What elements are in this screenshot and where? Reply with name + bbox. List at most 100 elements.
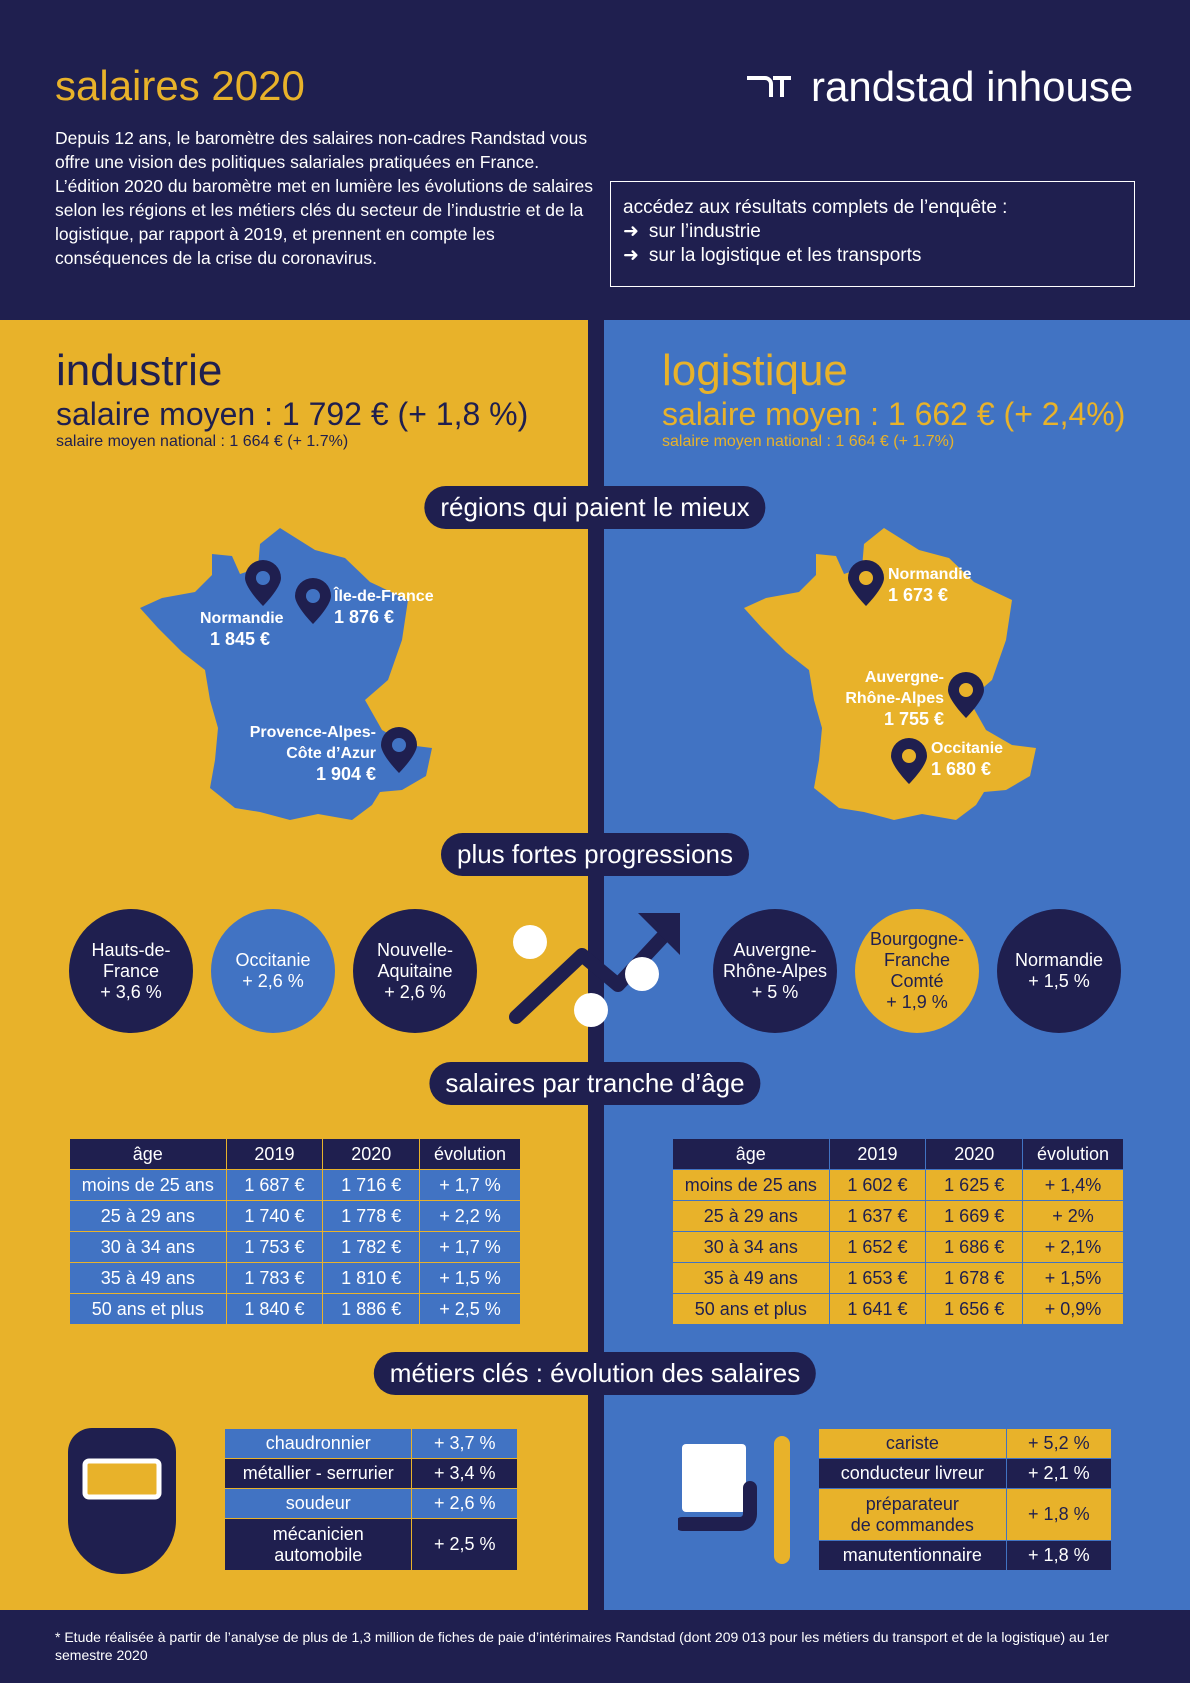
map-pin-icon: [295, 578, 331, 624]
job-name: mécanicien automobile: [223, 1518, 413, 1571]
table-cell: 30 à 34 ans: [672, 1231, 830, 1263]
table-cell: 1 641 €: [828, 1293, 927, 1325]
table-cell: + 2,5 %: [419, 1293, 521, 1325]
industrie-jobs-table: chaudronnier + 3,7 % métallier - serrurie…: [223, 1428, 518, 1571]
progression-circle: Occitanie + 2,6 %: [211, 909, 335, 1033]
map-label-logistique-region-1: Normandie 1 673 €: [888, 566, 972, 605]
table-row: manutentionnaire + 1,8 %: [818, 1540, 1113, 1571]
map-pin-icon: [245, 560, 281, 606]
table-row: 50 ans et plus 1 641 €1 656 € + 0,9%: [672, 1293, 1124, 1325]
france-map-industrie: [140, 528, 432, 820]
table-cell: 25 à 29 ans: [672, 1200, 830, 1232]
table-cell: 35 à 49 ans: [672, 1262, 830, 1294]
map-label-industrie-region-1: Normandie 1 845 €: [200, 610, 284, 649]
table-header: âge: [69, 1138, 227, 1170]
access-title: accédez aux résultats complets de l’enqu…: [623, 197, 1008, 218]
table-cell: 1 602 €: [828, 1169, 927, 1201]
job-name: conducteur livreur: [818, 1458, 1007, 1489]
table-cell: moins de 25 ans: [69, 1169, 227, 1201]
job-name: métallier - serrurier: [223, 1458, 413, 1489]
page-title: salaires 2020: [55, 62, 305, 109]
table-cell: 1 656 €: [925, 1293, 1024, 1325]
section-regions-title: régions qui paient le mieux: [424, 486, 766, 529]
table-cell: 1 669 €: [925, 1200, 1024, 1232]
trend-up-arrow-icon: [509, 913, 680, 1027]
arrow-right-icon: ➜: [623, 221, 639, 242]
industrie-average: salaire moyen : 1 792 € (+ 1,8 %): [56, 396, 529, 432]
map-pin-icon: [381, 727, 417, 773]
france-map-logistique: [744, 528, 1036, 820]
table-row: chaudronnier + 3,7 %: [223, 1428, 518, 1459]
table-cell: + 2,1%: [1022, 1231, 1124, 1263]
table-row: 30 à 34 ans 1 652 €1 686 € + 2,1%: [672, 1231, 1124, 1263]
table-row: 25 à 29 ans 1 637 €1 669 € + 2%: [672, 1200, 1124, 1232]
table-cell: 1 653 €: [828, 1262, 927, 1294]
table-cell: 50 ans et plus: [672, 1293, 830, 1325]
table-header: 2019: [225, 1138, 324, 1170]
footnote: * Etude réalisée à partir de l’analyse d…: [55, 1629, 1109, 1663]
map-label-industrie-region-3: Provence-Alpes- Côte d’Azur 1 904 €: [249, 724, 376, 784]
map-pin-icon: [848, 560, 884, 606]
progression-circle: Nouvelle- Aquitaine + 2,6 %: [353, 909, 477, 1033]
table-cell: + 2%: [1022, 1200, 1124, 1232]
table-cell: + 1,4%: [1022, 1169, 1124, 1201]
table-cell: 1 740 €: [225, 1200, 324, 1232]
table-cell: 1 840 €: [225, 1293, 324, 1325]
table-cell: + 0,9%: [1022, 1293, 1124, 1325]
table-cell: + 2,2 %: [419, 1200, 521, 1232]
arrow-right-icon: ➜: [623, 245, 639, 266]
map-label-logistique-region-2: Auvergne- Rhône-Alpes 1 755 €: [845, 669, 944, 729]
job-change: + 2,6 %: [411, 1488, 518, 1519]
table-cell: 1 810 €: [322, 1262, 421, 1294]
table-row: 25 à 29 ans 1 740 €1 778 € + 2,2 %: [69, 1200, 521, 1232]
table-header: 2020: [925, 1138, 1024, 1170]
map-pin-icon: [891, 738, 927, 784]
table-row: soudeur + 2,6 %: [223, 1488, 518, 1519]
logistique-national: salaire moyen national : 1 664 € (+ 1.7%…: [662, 433, 955, 450]
intro-text: Depuis 12 ans, le baromètre des salaires…: [55, 128, 593, 268]
table-cell: + 1,7 %: [419, 1231, 521, 1263]
table-row: cariste + 5,2 %: [818, 1428, 1113, 1459]
map-pin-icon: [948, 672, 984, 718]
table-cell: + 1,5 %: [419, 1262, 521, 1294]
job-change: + 3,7 %: [411, 1428, 518, 1459]
job-change: + 2,1 %: [1005, 1458, 1113, 1489]
table-header: 2019: [828, 1138, 927, 1170]
job-change: + 5,2 %: [1005, 1428, 1113, 1459]
job-change: + 2,5 %: [411, 1518, 518, 1571]
link-logistique[interactable]: ➜ sur la logistique et les transports: [623, 244, 1122, 268]
table-cell: 30 à 34 ans: [69, 1231, 227, 1263]
welding-mask-icon: [68, 1428, 176, 1574]
job-name: soudeur: [223, 1488, 413, 1519]
logistique-age-table: âge 2019 2020 évolution moins de 25 ans 1…: [672, 1138, 1124, 1325]
table-row: préparateur de commandes + 1,8 %: [818, 1488, 1113, 1541]
link-industrie-label: sur l’industrie: [648, 221, 761, 242]
table-row: 50 ans et plus 1 840 €1 886 € + 2,5 %: [69, 1293, 521, 1325]
table-cell: 1 687 €: [225, 1169, 324, 1201]
table-cell: + 1,7 %: [419, 1169, 521, 1201]
table-row: moins de 25 ans 1 602 €1 625 € + 1,4%: [672, 1169, 1124, 1201]
randstad-logo-icon: [747, 76, 791, 97]
progression-circle: Bourgogne- Franche Comté + 1,9 %: [855, 909, 979, 1033]
progression-circle: Auvergne- Rhône-Alpes + 5 %: [713, 909, 837, 1033]
table-row: moins de 25 ans 1 687 €1 716 € + 1,7 %: [69, 1169, 521, 1201]
box-forklift-icon: [678, 1436, 790, 1564]
table-cell: 1 783 €: [225, 1262, 324, 1294]
job-name: cariste: [818, 1428, 1007, 1459]
table-row: 35 à 49 ans 1 653 €1 678 € + 1,5%: [672, 1262, 1124, 1294]
job-name: chaudronnier: [223, 1428, 413, 1459]
table-cell: 1 686 €: [925, 1231, 1024, 1263]
table-header: évolution: [419, 1138, 521, 1170]
logo-text: randstad inhouse: [811, 63, 1134, 110]
link-industrie[interactable]: ➜ sur l’industrie: [623, 220, 1122, 244]
table-cell: 1 778 €: [322, 1200, 421, 1232]
job-name: manutentionnaire: [818, 1540, 1007, 1571]
table-row: 30 à 34 ans 1 753 €1 782 € + 1,7 %: [69, 1231, 521, 1263]
table-cell: 1 625 €: [925, 1169, 1024, 1201]
table-row: conducteur livreur + 2,1 %: [818, 1458, 1113, 1489]
job-change: + 3,4 %: [411, 1458, 518, 1489]
table-cell: 1 678 €: [925, 1262, 1024, 1294]
section-jobs-title: métiers clés : évolution des salaires: [373, 1352, 817, 1395]
table-cell: 50 ans et plus: [69, 1293, 227, 1325]
industrie-national: salaire moyen national : 1 664 € (+ 1.7%…: [56, 433, 349, 450]
